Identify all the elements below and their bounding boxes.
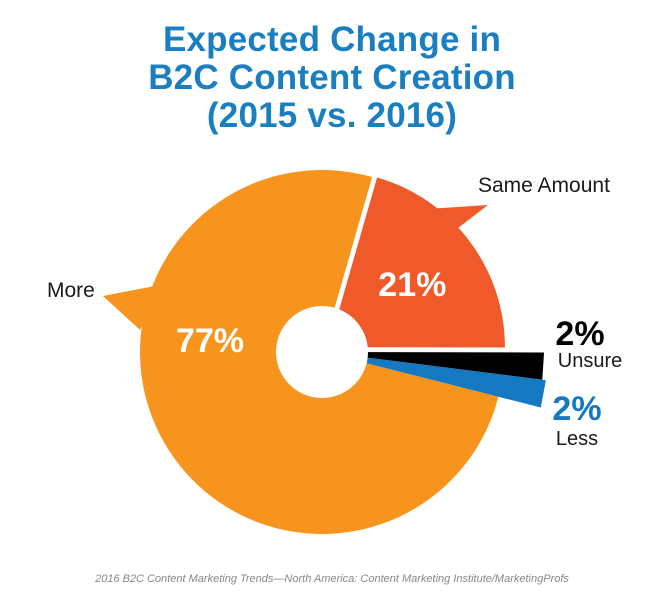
chart-title-line-2: B2C Content Creation bbox=[148, 58, 516, 97]
slice-label-same-amount: Same Amount bbox=[478, 174, 610, 197]
slice-value-unsure: 2% bbox=[555, 315, 604, 353]
source-footnote: 2016 B2C Content Marketing Trends—North … bbox=[95, 573, 569, 585]
chart-title-line-1: Expected Change in bbox=[162, 20, 502, 59]
callout-pointer-more bbox=[103, 285, 160, 330]
donut-hole bbox=[276, 306, 368, 398]
pie-slices bbox=[103, 170, 546, 534]
slice-value-less: 2% bbox=[552, 390, 601, 428]
chart-title-line-3: (2015 vs. 2016) bbox=[206, 96, 458, 135]
slice-label-unsure: Unsure bbox=[558, 350, 622, 372]
slice-label-less: Less bbox=[556, 428, 598, 450]
pie-slice-same-amount bbox=[328, 177, 505, 348]
slice-value-more: 77% bbox=[176, 322, 244, 360]
slice-label-more: More bbox=[47, 279, 95, 302]
callout-pointer-same-amount bbox=[412, 205, 488, 248]
slice-value-same-amount: 21% bbox=[378, 266, 446, 304]
pie-slice-unsure bbox=[322, 352, 545, 380]
pie-slice-less bbox=[322, 352, 546, 408]
